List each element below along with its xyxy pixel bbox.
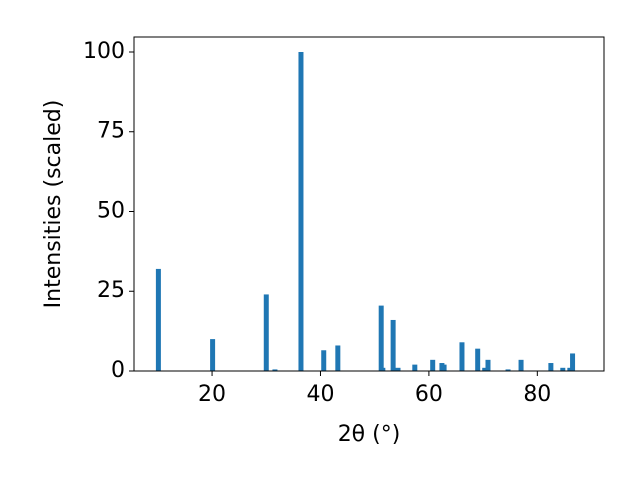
bar [567,367,573,371]
bar [380,367,386,371]
bar [459,342,465,371]
x-tick-label: 80 [523,382,551,407]
x-tick-label: 60 [415,382,443,407]
bar [335,345,341,371]
bar [482,367,488,371]
y-tick-label: 0 [111,358,125,383]
x-tick-label: 20 [198,382,226,407]
y-tick-label: 50 [97,198,125,223]
bar [395,367,401,371]
bar [518,359,524,371]
bar [378,305,384,371]
bar [210,339,216,371]
bar [298,51,304,371]
bar [321,350,327,371]
x-axis-label: 2θ (°) [338,422,401,447]
y-tick-label: 75 [97,119,125,144]
bar [430,359,436,371]
bar [272,369,278,371]
bar [485,359,491,371]
x-tick-label: 40 [306,382,334,407]
bar [441,364,447,371]
y-axis-label: Intensities (scaled) [41,100,66,309]
bar [560,367,566,371]
bar [155,268,161,371]
bar [505,369,511,371]
bar [412,364,418,371]
plot-frame [133,36,605,372]
bar [390,319,396,371]
y-tick-label: 25 [97,278,125,303]
bar [570,353,576,371]
y-tick-label: 100 [83,39,125,64]
bar [263,294,269,371]
bar [548,363,554,371]
bar [475,348,481,371]
